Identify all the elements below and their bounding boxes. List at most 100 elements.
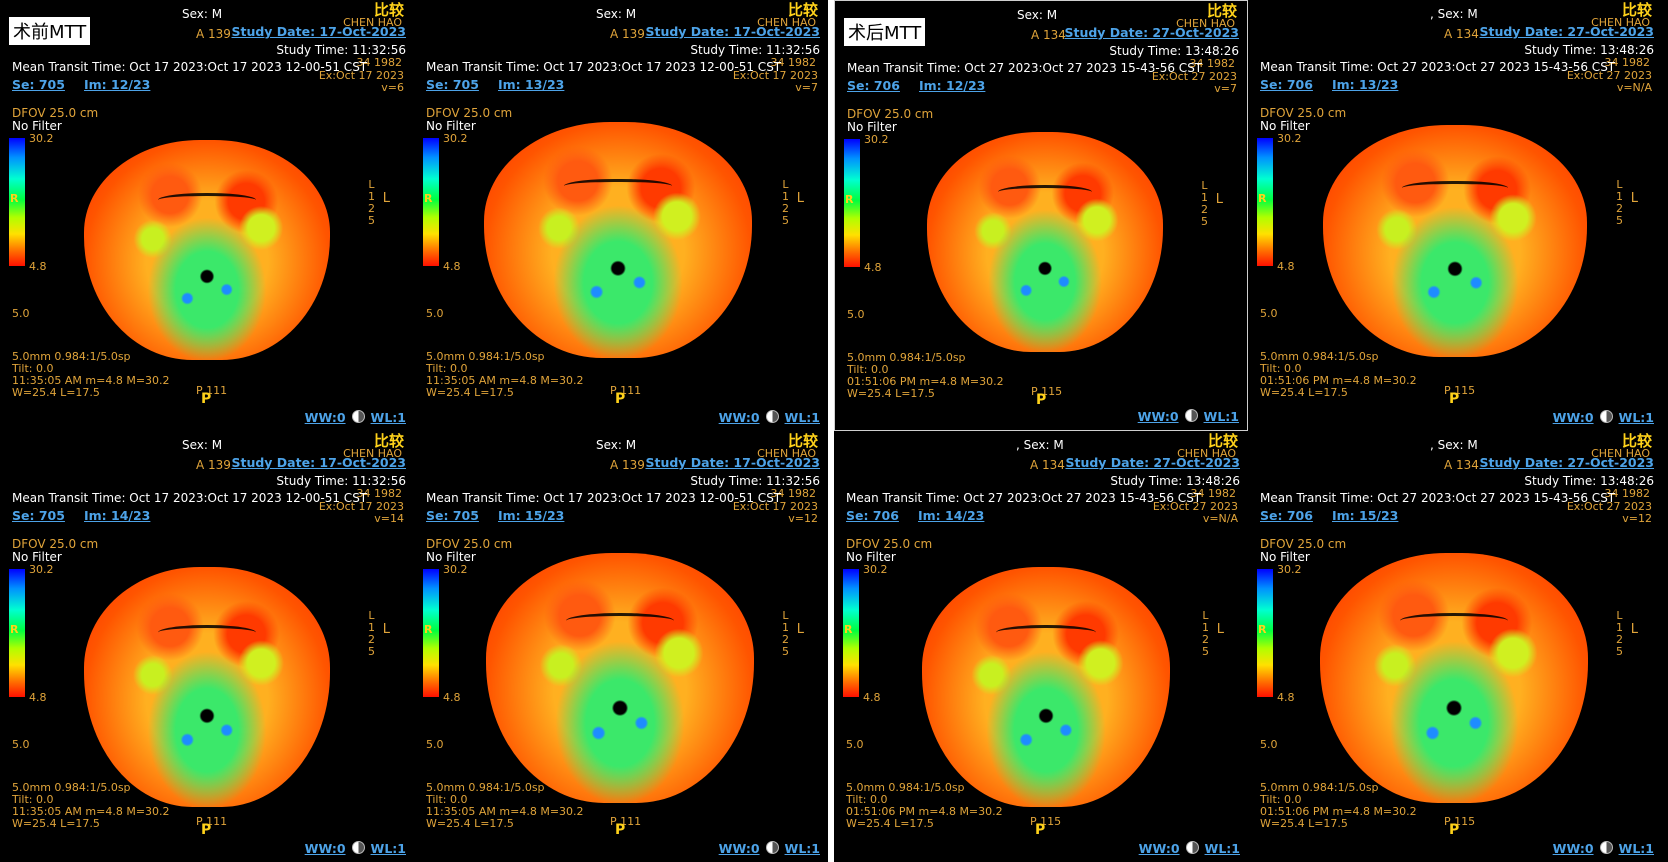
contrast-icon[interactable] — [1185, 841, 1199, 854]
study-date-link[interactable]: Study Date: 27-Oct-2023 — [1064, 25, 1239, 40]
color-scale-max: 30.2 — [29, 132, 54, 145]
wl-link[interactable]: WL:1 — [1204, 841, 1240, 856]
sex-label: , Sex: M — [1430, 7, 1478, 21]
tilt-label: Tilt: 0.0 — [12, 362, 54, 375]
series-link[interactable]: Se: 706 — [1260, 508, 1313, 523]
study-date-link[interactable]: Study Date: 27-Oct-2023 — [1065, 455, 1240, 470]
tilt-label: Tilt: 0.0 — [847, 363, 889, 376]
image-link[interactable]: Im: 13/23 — [1332, 77, 1399, 92]
contrast-icon[interactable] — [1184, 409, 1198, 422]
brain-perfusion-map[interactable] — [927, 132, 1163, 352]
viewport-panel-1[interactable]: Sex: M 比较 CHEN HAO A 139 Study Date: 17-… — [0, 0, 414, 431]
series-description: Mean Transit Time: Oct 27 2023:Oct 27 20… — [1260, 491, 1616, 505]
viewport-panel-2[interactable]: Sex: M 比较 CHEN HAO A 139 Study Date: 17-… — [414, 0, 828, 431]
color-scale-max: 30.2 — [863, 563, 888, 576]
brain-perfusion-map[interactable] — [1320, 553, 1588, 803]
orient-1: 1 — [368, 621, 375, 634]
series-description: Mean Transit Time: Oct 17 2023:Oct 17 20… — [426, 491, 782, 505]
ww-link[interactable]: WW:0 — [1552, 841, 1594, 856]
ww-link[interactable]: WW:0 — [304, 410, 346, 425]
window-level-values: W=25.4 L=17.5 — [426, 817, 514, 830]
study-time: Study Time: 11:32:56 — [276, 43, 406, 57]
ww-link[interactable]: WW:0 — [718, 410, 760, 425]
study-date-link[interactable]: Study Date: 17-Oct-2023 — [645, 24, 820, 39]
image-link[interactable]: Im: 14/23 — [84, 508, 151, 523]
orientation-scale: L 1 2 5 — [368, 610, 375, 658]
image-link[interactable]: Im: 15/23 — [1332, 508, 1399, 523]
filter-label: No Filter — [426, 119, 476, 133]
wl-link[interactable]: WL:1 — [1203, 409, 1239, 424]
color-scale-r: R — [424, 192, 433, 205]
contrast-icon[interactable] — [765, 410, 779, 423]
orient-5: 5 — [1201, 215, 1208, 228]
series-link[interactable]: Se: 705 — [12, 508, 65, 523]
dfov-label: DFOV 25.0 cm — [847, 107, 934, 121]
contrast-icon[interactable] — [351, 841, 365, 854]
study-date-link[interactable]: Study Date: 27-Oct-2023 — [1479, 24, 1654, 39]
series-link[interactable]: Se: 706 — [846, 508, 899, 523]
series-link[interactable]: Se: 706 — [847, 78, 900, 93]
window-level-controls: WW:0 WL:1 — [299, 410, 406, 425]
contrast-icon[interactable] — [351, 410, 365, 423]
orient-l: L — [368, 178, 375, 191]
viewport-panel-5[interactable]: Sex: M 比较 CHEN HAO A 139 Study Date: 17-… — [0, 431, 414, 862]
patient-dob: 34 1982 — [770, 56, 817, 69]
brain-perfusion-map[interactable] — [84, 567, 330, 807]
acquisition-time: 01:51:06 PM m=4.8 M=30.2 — [846, 805, 1003, 818]
study-date-link[interactable]: Study Date: 17-Oct-2023 — [231, 24, 406, 39]
wl-link[interactable]: WL:1 — [370, 841, 406, 856]
contrast-icon[interactable] — [765, 841, 779, 854]
viewport-panel-8[interactable]: , Sex: M 比较 CHEN HAO A 134 Study Date: 2… — [1248, 431, 1662, 862]
study-date-link[interactable]: Study Date: 17-Oct-2023 — [231, 455, 406, 470]
orientation-scale: L 1 2 5 — [782, 610, 789, 658]
brain-perfusion-map[interactable] — [484, 122, 752, 358]
viewport-panel-3[interactable]: Sex: M 比较 CHEN HAO A 134 Study Date: 27-… — [834, 0, 1248, 431]
orient-1: 1 — [1616, 621, 1623, 634]
contrast-icon[interactable] — [1599, 841, 1613, 854]
ww-link[interactable]: WW:0 — [718, 841, 760, 856]
series-link[interactable]: Se: 705 — [426, 77, 479, 92]
orient-l: L — [1616, 609, 1623, 622]
sex-label: Sex: M — [596, 438, 637, 452]
color-scale-r: R — [844, 623, 853, 636]
image-link[interactable]: Im: 15/23 — [498, 508, 565, 523]
series-link[interactable]: Se: 705 — [12, 77, 65, 92]
wl-link[interactable]: WL:1 — [784, 841, 820, 856]
study-date-link[interactable]: Study Date: 27-Oct-2023 — [1479, 455, 1654, 470]
window-level-controls: WW:0 WL:1 — [713, 841, 820, 856]
color-scale-bar — [1257, 569, 1273, 697]
filter-label: No Filter — [846, 550, 896, 564]
window-level-controls: WW:0 WL:1 — [1132, 409, 1239, 424]
wl-link[interactable]: WL:1 — [1618, 841, 1654, 856]
series-link[interactable]: Se: 706 — [1260, 77, 1313, 92]
orient-1: 1 — [1201, 191, 1208, 204]
wl-link[interactable]: WL:1 — [370, 410, 406, 425]
posterior-marker: P — [201, 391, 212, 407]
viewport-panel-4[interactable]: , Sex: M 比较 CHEN HAO A 134 Study Date: 2… — [1248, 0, 1662, 431]
image-link[interactable]: Im: 12/23 — [84, 77, 151, 92]
contrast-icon[interactable] — [1599, 410, 1613, 423]
wl-link[interactable]: WL:1 — [784, 410, 820, 425]
brain-perfusion-map[interactable] — [84, 140, 330, 360]
orient-l: L — [782, 178, 789, 191]
study-date-link[interactable]: Study Date: 17-Oct-2023 — [645, 455, 820, 470]
series-link[interactable]: Se: 705 — [426, 508, 479, 523]
lower-value: 5.0 — [1260, 307, 1278, 320]
image-link[interactable]: Im: 12/23 — [919, 78, 986, 93]
ww-link[interactable]: WW:0 — [304, 841, 346, 856]
ww-link[interactable]: WW:0 — [1138, 841, 1180, 856]
viewport-panel-7[interactable]: , Sex: M 比较 CHEN HAO A 134 Study Date: 2… — [834, 431, 1248, 862]
dfov-label: DFOV 25.0 cm — [426, 537, 513, 551]
brain-perfusion-map[interactable] — [486, 553, 754, 803]
viewport-panel-6[interactable]: Sex: M 比较 CHEN HAO A 139 Study Date: 17-… — [414, 431, 828, 862]
slice-thickness: 5.0mm 0.984:1/5.0sp — [12, 781, 131, 794]
exam-date: Ex:Oct 17 2023 — [318, 500, 404, 513]
ww-link[interactable]: WW:0 — [1137, 409, 1179, 424]
color-scale-max: 30.2 — [29, 563, 54, 576]
brain-perfusion-map[interactable] — [1323, 125, 1587, 357]
brain-perfusion-map[interactable] — [922, 567, 1170, 807]
image-link[interactable]: Im: 14/23 — [918, 508, 985, 523]
ww-link[interactable]: WW:0 — [1552, 410, 1594, 425]
wl-link[interactable]: WL:1 — [1618, 410, 1654, 425]
image-link[interactable]: Im: 13/23 — [498, 77, 565, 92]
